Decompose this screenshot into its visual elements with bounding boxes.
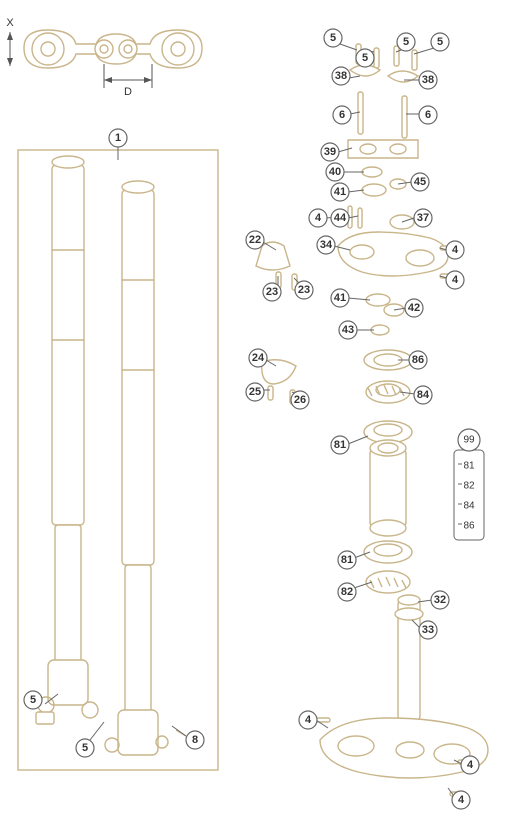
callout-26: 26 <box>291 391 309 409</box>
callout-label: 81 <box>334 439 346 451</box>
callout-label: 23 <box>298 284 310 296</box>
callout-4: 4 <box>299 711 317 729</box>
callout-32: 32 <box>431 591 449 609</box>
exploded-fork-diagram: X D <box>0 0 509 839</box>
callout-81: 81 <box>338 551 356 569</box>
callout-23: 23 <box>263 283 281 301</box>
callout-5: 5 <box>356 49 374 67</box>
callout-label: 32 <box>434 594 446 606</box>
callout-label: 6 <box>339 109 345 121</box>
callout-8: 8 <box>186 731 204 749</box>
callout-label: 23 <box>266 286 278 298</box>
legend-item-1: 82 <box>463 481 475 492</box>
callout-label: 4 <box>305 714 312 726</box>
callout-label: 41 <box>334 186 346 198</box>
callout-label: 81 <box>341 554 353 566</box>
legend-item-2: 84 <box>463 501 475 512</box>
callout-38: 38 <box>332 67 350 85</box>
callout-label: 44 <box>334 212 347 224</box>
dim-d: D <box>124 86 132 98</box>
callout-label: 5 <box>82 742 88 754</box>
legend-item-3: 86 <box>463 521 475 532</box>
callout-label: 82 <box>341 586 353 598</box>
callout-24: 24 <box>249 349 267 367</box>
callout-4: 4 <box>446 271 464 289</box>
callout-label: 4 <box>315 212 322 224</box>
callout-label: 38 <box>335 70 347 82</box>
callout-label: 8 <box>192 734 198 746</box>
fork-leg-right <box>105 181 186 755</box>
callout-label: 1 <box>115 132 121 144</box>
callout-42: 42 <box>405 299 423 317</box>
callout-39: 39 <box>321 143 339 161</box>
callout-25: 25 <box>246 383 264 401</box>
legend-header: 99 <box>463 435 475 446</box>
callout-label: 25 <box>249 386 261 398</box>
callout-37: 37 <box>414 209 432 227</box>
callout-label: 42 <box>408 302 420 314</box>
bearing-kit-legend: 99 81 82 84 86 <box>454 429 484 540</box>
exploded-steering-stack <box>316 44 488 796</box>
callout-33: 33 <box>419 621 437 639</box>
callout-38: 38 <box>419 71 437 89</box>
callout-label: 22 <box>249 234 261 246</box>
callout-23: 23 <box>295 281 313 299</box>
callout-label: 86 <box>412 354 424 366</box>
callout-label: 84 <box>417 389 430 401</box>
callout-label: 26 <box>294 394 306 406</box>
callout-4: 4 <box>309 209 327 227</box>
callout-86: 86 <box>409 351 427 369</box>
callout-label: 4 <box>458 794 465 806</box>
callout-81: 81 <box>331 436 349 454</box>
callout-label: 33 <box>422 624 434 636</box>
callout-label: 4 <box>452 244 459 256</box>
callout-41: 41 <box>331 289 349 307</box>
callout-34: 34 <box>317 236 335 254</box>
callout-label: 5 <box>330 32 336 44</box>
callout-label: 45 <box>414 176 426 188</box>
callout-label: 34 <box>320 239 333 251</box>
callout-43: 43 <box>339 321 357 339</box>
callout-4: 4 <box>452 791 470 809</box>
callout-5: 5 <box>324 29 342 47</box>
callout-label: 6 <box>425 109 431 121</box>
callout-84: 84 <box>414 386 432 404</box>
callout-label: 4 <box>452 274 459 286</box>
callout-41: 41 <box>331 183 349 201</box>
callout-5: 5 <box>76 739 94 757</box>
callout-label: 38 <box>422 74 434 86</box>
callout-label: 43 <box>342 324 354 336</box>
callout-45: 45 <box>411 173 429 191</box>
callout-40: 40 <box>326 163 344 181</box>
callout-label: 5 <box>362 52 368 64</box>
callout-6: 6 <box>333 106 351 124</box>
callout-4: 4 <box>461 756 479 774</box>
legend-item-0: 81 <box>463 461 475 472</box>
callout-5: 5 <box>397 33 415 51</box>
callout-label: 40 <box>329 166 341 178</box>
callout-label: 5 <box>30 694 36 706</box>
callout-label: 39 <box>324 146 336 158</box>
callout-82: 82 <box>338 583 356 601</box>
callout-label: 4 <box>467 759 474 771</box>
callout-4: 4 <box>446 241 464 259</box>
callout-label: 41 <box>334 292 346 304</box>
callout-5: 5 <box>431 33 449 51</box>
callout-6: 6 <box>419 106 437 124</box>
top-schematic: X D <box>6 17 202 98</box>
dim-x: X <box>6 17 14 29</box>
callout-label: 37 <box>417 212 429 224</box>
callout-1: 1 <box>109 129 127 147</box>
fork-leg-left <box>36 156 98 724</box>
callout-5: 5 <box>24 691 42 709</box>
callout-label: 5 <box>437 36 443 48</box>
callout-label: 5 <box>403 36 409 48</box>
small-brackets <box>256 242 297 404</box>
callout-44: 44 <box>331 209 349 227</box>
callout-label: 24 <box>252 352 265 364</box>
callout-22: 22 <box>246 231 264 249</box>
